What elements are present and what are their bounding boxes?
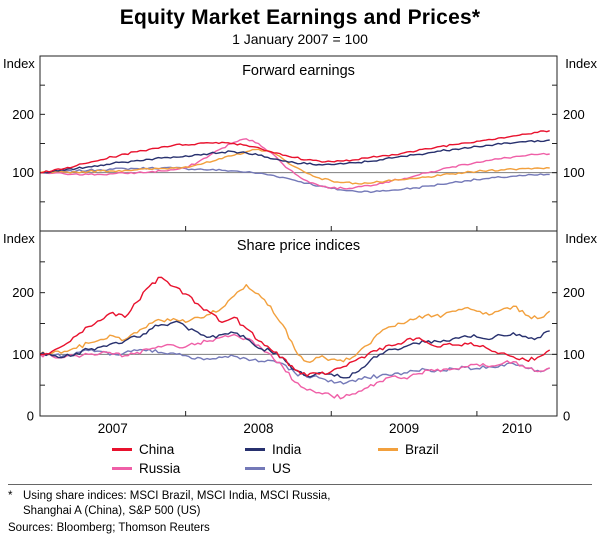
- legend-item-china: China: [112, 442, 245, 457]
- panel-title: Forward earnings: [242, 63, 355, 79]
- y-tick-label: 0: [27, 409, 34, 424]
- legend-swatch: [112, 448, 132, 451]
- panel-title: Share price indices: [237, 238, 360, 254]
- series-line-brazil: [39, 148, 550, 185]
- legend-item-us: US: [245, 461, 378, 476]
- y-tick-label: 200: [12, 285, 34, 300]
- legend-item-india: India: [245, 442, 378, 457]
- x-tick-label: 2009: [389, 421, 419, 436]
- series-line-us: [39, 166, 550, 194]
- legend-item-russia: Russia: [112, 461, 245, 476]
- sources-text: Sources: Bloomberg; Thomson Reuters: [8, 521, 210, 534]
- legend-label: US: [272, 461, 291, 476]
- chart-legend: China India Brazil Russia US: [112, 440, 600, 478]
- legend-row: Russia US: [112, 459, 600, 478]
- chart-plot: 200 200 100 100 Index Index Forward earnings 20…: [3, 55, 597, 436]
- legend-label: China: [139, 442, 175, 457]
- legend-label: Russia: [139, 461, 181, 476]
- footnote-line: * Using share indices: MSCI Brazil, MSCI…: [8, 489, 592, 519]
- chart-subtitle: 1 January 2007 = 100: [232, 31, 368, 47]
- y-tick-label: 100: [563, 165, 585, 180]
- footnote-asterisk: *: [8, 490, 13, 502]
- axis-unit-label: Index: [565, 231, 597, 246]
- y-tick-label: 200: [563, 285, 585, 300]
- legend-label: Brazil: [405, 442, 439, 457]
- axis-unit-label: Index: [565, 56, 597, 71]
- legend-row: China India Brazil: [112, 440, 600, 459]
- y-tick-label: 100: [12, 347, 34, 362]
- legend-swatch: [245, 467, 265, 470]
- y-tick-label: 200: [12, 107, 34, 122]
- series-line-china: [40, 130, 550, 174]
- series-line-india: [39, 139, 550, 174]
- axis-unit-label: Index: [3, 56, 35, 71]
- series-line-china: [39, 276, 551, 377]
- plot-border: [39, 55, 558, 417]
- series-line-russia: [39, 138, 550, 190]
- footnote-text: Using share indices: MSCI Brazil, MSCI I…: [23, 490, 331, 517]
- legend-swatch: [245, 448, 265, 451]
- legend-swatch: [112, 467, 132, 470]
- series-line-russia: [39, 333, 550, 400]
- y-tick-label: 200: [563, 107, 585, 122]
- legend-swatch: [378, 448, 398, 451]
- x-tick-label: 2007: [98, 421, 128, 436]
- chart-title: Equity Market Earnings and Prices*: [119, 6, 481, 29]
- y-tick-label: 100: [12, 165, 34, 180]
- legend-label: India: [272, 442, 302, 457]
- y-tick-label: 100: [563, 347, 585, 362]
- y-tick-label: 0: [563, 409, 570, 424]
- footnote: * Using share indices: MSCI Brazil, MSCI…: [8, 484, 592, 536]
- axis-unit-label: Index: [3, 231, 35, 246]
- x-tick-label: 2008: [243, 421, 273, 436]
- legend-item-brazil: Brazil: [378, 442, 511, 457]
- x-tick-label: 2010: [502, 421, 532, 436]
- series-line-brazil: [39, 283, 551, 363]
